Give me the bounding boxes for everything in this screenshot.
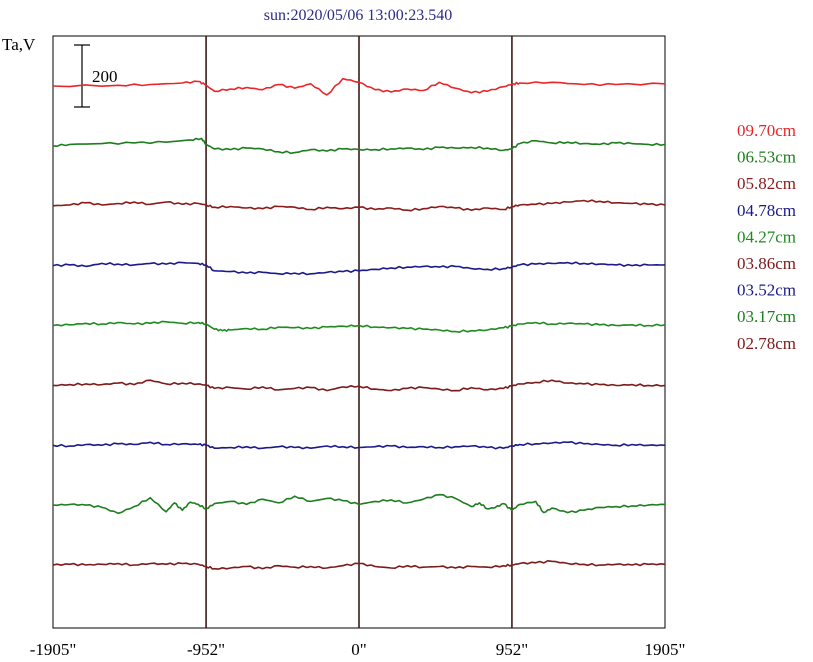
x-tick-label: 1905" (645, 640, 686, 659)
chart-title: sun:2020/05/06 13:00:23.540 (264, 7, 452, 24)
x-tick-label: 0" (351, 640, 366, 659)
x-tick-labels: -1905" -952" 0" 952" 1905" (30, 640, 686, 659)
legend: 09.70cm 06.53cm 05.82cm 04.78cm 04.27cm 03.86… (737, 121, 796, 353)
series-line-04-78cm (52, 261, 666, 276)
x-tick-label: -1905" (30, 640, 77, 659)
series-line-03-52cm (52, 441, 666, 450)
series-lines (52, 77, 666, 570)
scale-bar-label: 200 (92, 67, 118, 86)
legend-entry: 03.17cm (737, 307, 796, 326)
series-line-03-86cm (52, 379, 666, 392)
legend-entry: 06.53cm (737, 148, 796, 167)
series-line-05-82cm (52, 199, 666, 212)
scale-bar: 200 (74, 44, 118, 108)
legend-entry: 02.78cm (737, 334, 796, 353)
legend-entry: 05.82cm (737, 174, 796, 193)
series-line-09-70cm (52, 77, 666, 96)
legend-entry: 04.27cm (737, 227, 796, 246)
legend-entry: 09.70cm (737, 121, 796, 140)
legend-entry: 03.52cm (737, 281, 796, 300)
legend-entry: 03.86cm (737, 254, 796, 273)
legend-entry: 04.78cm (737, 201, 796, 220)
series-line-02-78cm (52, 560, 666, 570)
series-line-03-17cm (52, 493, 666, 515)
vertical-markers (205, 36, 513, 628)
y-axis-label: Ta,V (2, 35, 36, 54)
x-tick-label: 952" (496, 640, 528, 659)
x-tick-label: -952" (187, 640, 225, 659)
series-line-04-27cm (52, 320, 666, 333)
series-line-06-53cm (52, 137, 666, 155)
